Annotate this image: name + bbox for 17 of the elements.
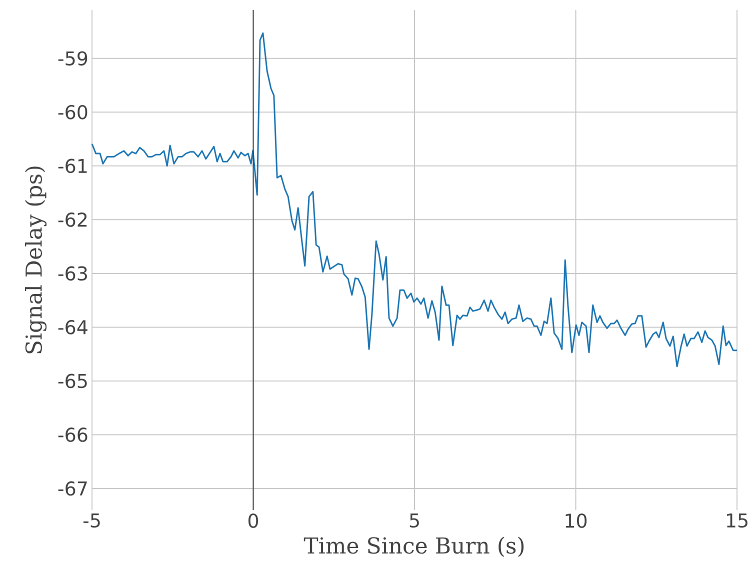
x-axis-title: Time Since Burn (s) <box>304 536 524 557</box>
x-tick-label: -5 <box>83 514 100 528</box>
line-series <box>91 32 738 368</box>
y-tick-label: -67 <box>58 481 87 496</box>
y-tick-label: -59 <box>58 51 88 66</box>
y-tick-label: -63 <box>58 266 87 281</box>
y-tick-label: -62 <box>58 212 87 227</box>
y-axis-title: Signal Delay (ps) <box>24 166 47 354</box>
x-tick-label: 10 <box>566 514 587 528</box>
x-tick-label: 5 <box>410 514 419 528</box>
y-tick-label: -66 <box>58 428 88 442</box>
y-tick-label: -64 <box>58 320 88 334</box>
x-tick-label: 0 <box>248 514 258 528</box>
y-tick-label: -65 <box>58 374 87 388</box>
x-tick-label: 15 <box>727 514 748 528</box>
y-tick-label: -60 <box>58 104 88 120</box>
y-tick-label: -61 <box>58 158 87 174</box>
